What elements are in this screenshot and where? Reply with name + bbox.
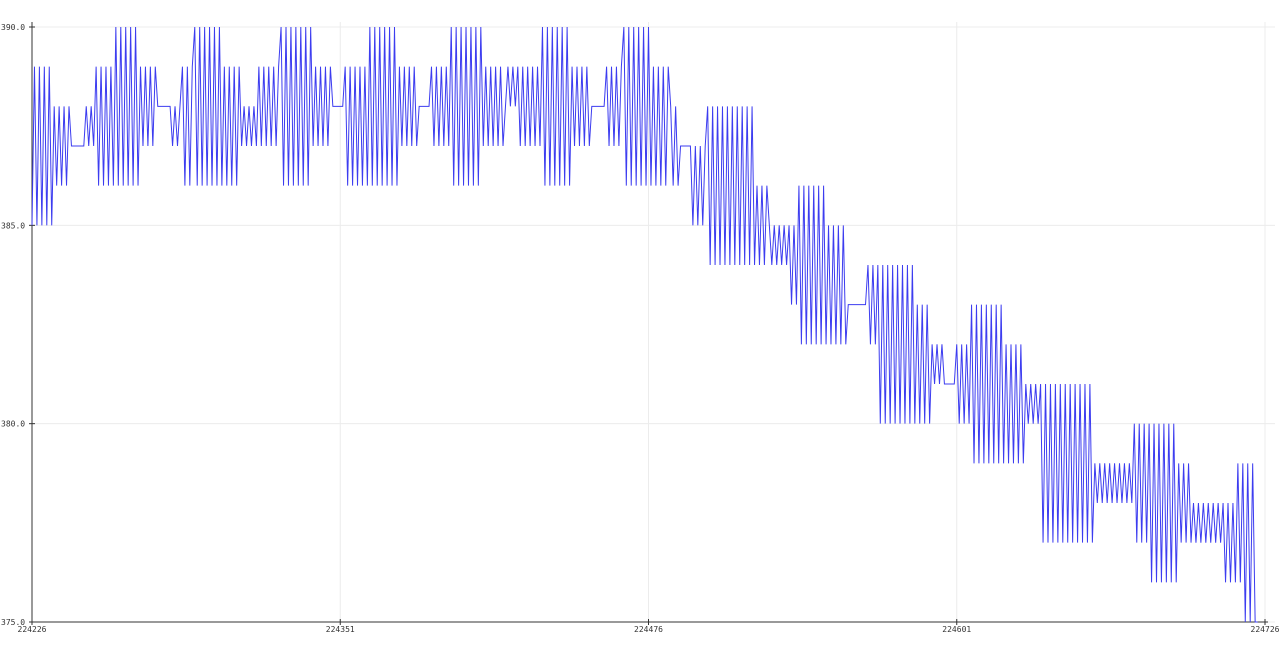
x-tick-label: 224351	[326, 625, 355, 634]
y-tick-label: 385.0	[1, 221, 25, 230]
x-ticks: 224226 224351 224476 224601 224726	[18, 619, 1280, 634]
series-line	[31, 26, 1258, 623]
x-tick-label: 224476	[634, 625, 663, 634]
y-tick-label: 390.0	[1, 23, 25, 32]
axes	[31, 22, 1268, 623]
x-tick-label: 224601	[942, 625, 971, 634]
y-ticks: 375.0 380.0 385.0 390.0	[1, 23, 35, 627]
y-tick-label: 380.0	[1, 420, 25, 429]
x-tick-label: 224726	[1251, 625, 1280, 634]
x-tick-label: 224226	[18, 625, 47, 634]
y-tick-label: 375.0	[1, 618, 25, 627]
